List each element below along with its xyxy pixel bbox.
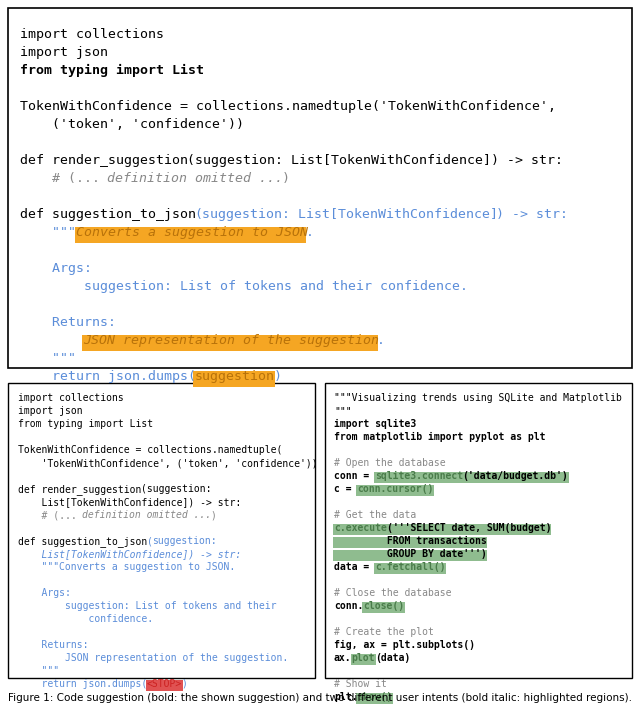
Text: # (...: # (... bbox=[18, 510, 83, 520]
Text: Figure 1: Code suggestion (bold: the shown suggestion) and two different user in: Figure 1: Code suggestion (bold: the sho… bbox=[8, 693, 632, 703]
Bar bbox=[374, 472, 463, 484]
Text: c =: c = bbox=[334, 484, 358, 494]
Text: c.fetchall(): c.fetchall() bbox=[375, 562, 445, 572]
Text: show(): show() bbox=[357, 692, 392, 702]
Text: Converts a suggestion to JSON: Converts a suggestion to JSON bbox=[76, 226, 307, 239]
Bar bbox=[193, 371, 275, 387]
Text: ('data/budget.db'): ('data/budget.db') bbox=[463, 471, 568, 481]
Text: (: ( bbox=[147, 536, 152, 546]
Text: (suggestion: List[TokenWithConfidence]) -> str:: (suggestion: List[TokenWithConfidence]) … bbox=[186, 154, 563, 167]
Text: 'TokenWithConfidence', ('token', 'confidence')): 'TokenWithConfidence', ('token', 'confid… bbox=[18, 458, 317, 468]
Text: FROM transactions: FROM transactions bbox=[334, 536, 487, 546]
Text: conn.: conn. bbox=[334, 601, 364, 611]
Text: (data): (data) bbox=[375, 653, 410, 663]
Text: """: """ bbox=[18, 666, 59, 676]
Bar bbox=[351, 654, 376, 665]
Text: suggestion: suggestion bbox=[195, 370, 275, 383]
Bar bbox=[325, 383, 632, 678]
Text: from typing import List: from typing import List bbox=[20, 64, 204, 77]
Text: # Create the plot: # Create the plot bbox=[334, 627, 434, 637]
Text: return json.dumps(: return json.dumps( bbox=[20, 370, 196, 383]
Text: ): ) bbox=[182, 679, 188, 689]
Text: .: . bbox=[305, 226, 314, 239]
Text: """Visualizing trends using SQLite and Matplotlib: """Visualizing trends using SQLite and M… bbox=[334, 393, 622, 403]
Text: """: """ bbox=[18, 562, 59, 572]
Text: data =: data = bbox=[334, 562, 375, 572]
Text: plt.: plt. bbox=[334, 692, 358, 702]
Text: suggestion: List[TokenWithConfidence]: suggestion: List[TokenWithConfidence] bbox=[202, 208, 499, 221]
Text: GROUP BY date'''): GROUP BY date''') bbox=[334, 549, 487, 559]
Text: close(): close() bbox=[364, 601, 404, 611]
Bar bbox=[333, 536, 487, 549]
Text: .: . bbox=[377, 334, 385, 347]
Text: import collections: import collections bbox=[18, 393, 124, 403]
Text: ('token', 'confidence')): ('token', 'confidence')) bbox=[20, 118, 244, 131]
Text: TokenWithConfidence = collections.namedtuple('TokenWithConfidence',: TokenWithConfidence = collections.namedt… bbox=[20, 100, 556, 113]
Text: definition omitted ...: definition omitted ... bbox=[83, 510, 212, 520]
Text: TokenWithConfidence = collections.namedtuple(: TokenWithConfidence = collections.namedt… bbox=[18, 445, 282, 455]
Text: Converts a suggestion to JSON.: Converts a suggestion to JSON. bbox=[59, 562, 235, 572]
Text: <STOP>: <STOP> bbox=[147, 679, 182, 689]
Text: sqlite3.connect: sqlite3.connect bbox=[375, 471, 463, 481]
Text: """: """ bbox=[334, 406, 351, 416]
Text: import json: import json bbox=[20, 46, 108, 59]
Text: fig, ax = plt.subplots(): fig, ax = plt.subplots() bbox=[334, 640, 475, 650]
Text: List[TokenWithConfidence]) -> str:: List[TokenWithConfidence]) -> str: bbox=[18, 497, 241, 507]
Text: ): ) bbox=[211, 510, 217, 520]
Text: # Close the database: # Close the database bbox=[334, 588, 451, 598]
Bar bbox=[356, 693, 394, 704]
Text: def suggestion_to_json: def suggestion_to_json bbox=[20, 208, 196, 221]
Text: def render_suggestion: def render_suggestion bbox=[20, 154, 188, 167]
Bar bbox=[145, 680, 182, 691]
Text: # (...: # (... bbox=[20, 172, 108, 185]
Text: import sqlite3: import sqlite3 bbox=[334, 419, 416, 429]
Bar bbox=[356, 485, 435, 497]
Text: # Open the database: # Open the database bbox=[334, 458, 445, 468]
Text: definition omitted ...: definition omitted ... bbox=[108, 172, 284, 185]
Text: ('''SELECT date, SUM(budget): ('''SELECT date, SUM(budget) bbox=[387, 523, 551, 533]
Text: (suggestion:: (suggestion: bbox=[141, 484, 211, 494]
Text: Returns:: Returns: bbox=[20, 316, 116, 329]
Text: import collections: import collections bbox=[20, 28, 164, 41]
Text: from typing import List: from typing import List bbox=[18, 419, 153, 429]
Text: """: """ bbox=[20, 352, 76, 365]
Text: Args:: Args: bbox=[18, 588, 71, 598]
Bar bbox=[461, 472, 569, 484]
Bar bbox=[333, 549, 487, 562]
Bar bbox=[385, 523, 551, 536]
Text: Args:: Args: bbox=[20, 262, 92, 275]
Text: List[TokenWithConfidence]) -> str:: List[TokenWithConfidence]) -> str: bbox=[18, 549, 241, 559]
Text: ) -> str:: ) -> str: bbox=[496, 208, 568, 221]
Bar bbox=[74, 227, 307, 243]
Text: suggestion: List of tokens and their: suggestion: List of tokens and their bbox=[18, 601, 276, 611]
Text: JSON representation of the suggestion: JSON representation of the suggestion bbox=[83, 334, 380, 347]
Text: suggestion: List of tokens and their confidence.: suggestion: List of tokens and their con… bbox=[20, 280, 468, 293]
Text: from matplotlib import pyplot as plt: from matplotlib import pyplot as plt bbox=[334, 432, 545, 442]
Text: def render_suggestion: def render_suggestion bbox=[18, 484, 141, 495]
Text: conn =: conn = bbox=[334, 471, 375, 481]
Text: import json: import json bbox=[18, 406, 83, 416]
Bar bbox=[8, 8, 632, 368]
Bar bbox=[8, 383, 315, 678]
Text: def suggestion_to_json: def suggestion_to_json bbox=[18, 536, 147, 547]
Text: JSON representation of the suggestion.: JSON representation of the suggestion. bbox=[18, 653, 288, 663]
Bar bbox=[362, 601, 405, 613]
Bar bbox=[374, 562, 446, 575]
Text: suggestion:: suggestion: bbox=[152, 536, 217, 546]
Text: ): ) bbox=[274, 370, 282, 383]
Text: return json.dumps(: return json.dumps( bbox=[18, 679, 147, 689]
Text: ax.: ax. bbox=[334, 653, 351, 663]
Text: Returns:: Returns: bbox=[18, 640, 88, 650]
Text: ): ) bbox=[282, 172, 290, 185]
Text: plot: plot bbox=[351, 653, 375, 663]
Text: conn.cursor(): conn.cursor() bbox=[357, 484, 434, 494]
Text: # Get the data: # Get the data bbox=[334, 510, 416, 520]
Text: (: ( bbox=[195, 208, 202, 221]
Text: """: """ bbox=[20, 226, 76, 239]
Text: # Show it: # Show it bbox=[334, 679, 387, 689]
Bar bbox=[333, 523, 388, 536]
Text: confidence.: confidence. bbox=[18, 614, 153, 624]
Text: c.execute: c.execute bbox=[334, 523, 387, 533]
Bar bbox=[83, 335, 378, 351]
